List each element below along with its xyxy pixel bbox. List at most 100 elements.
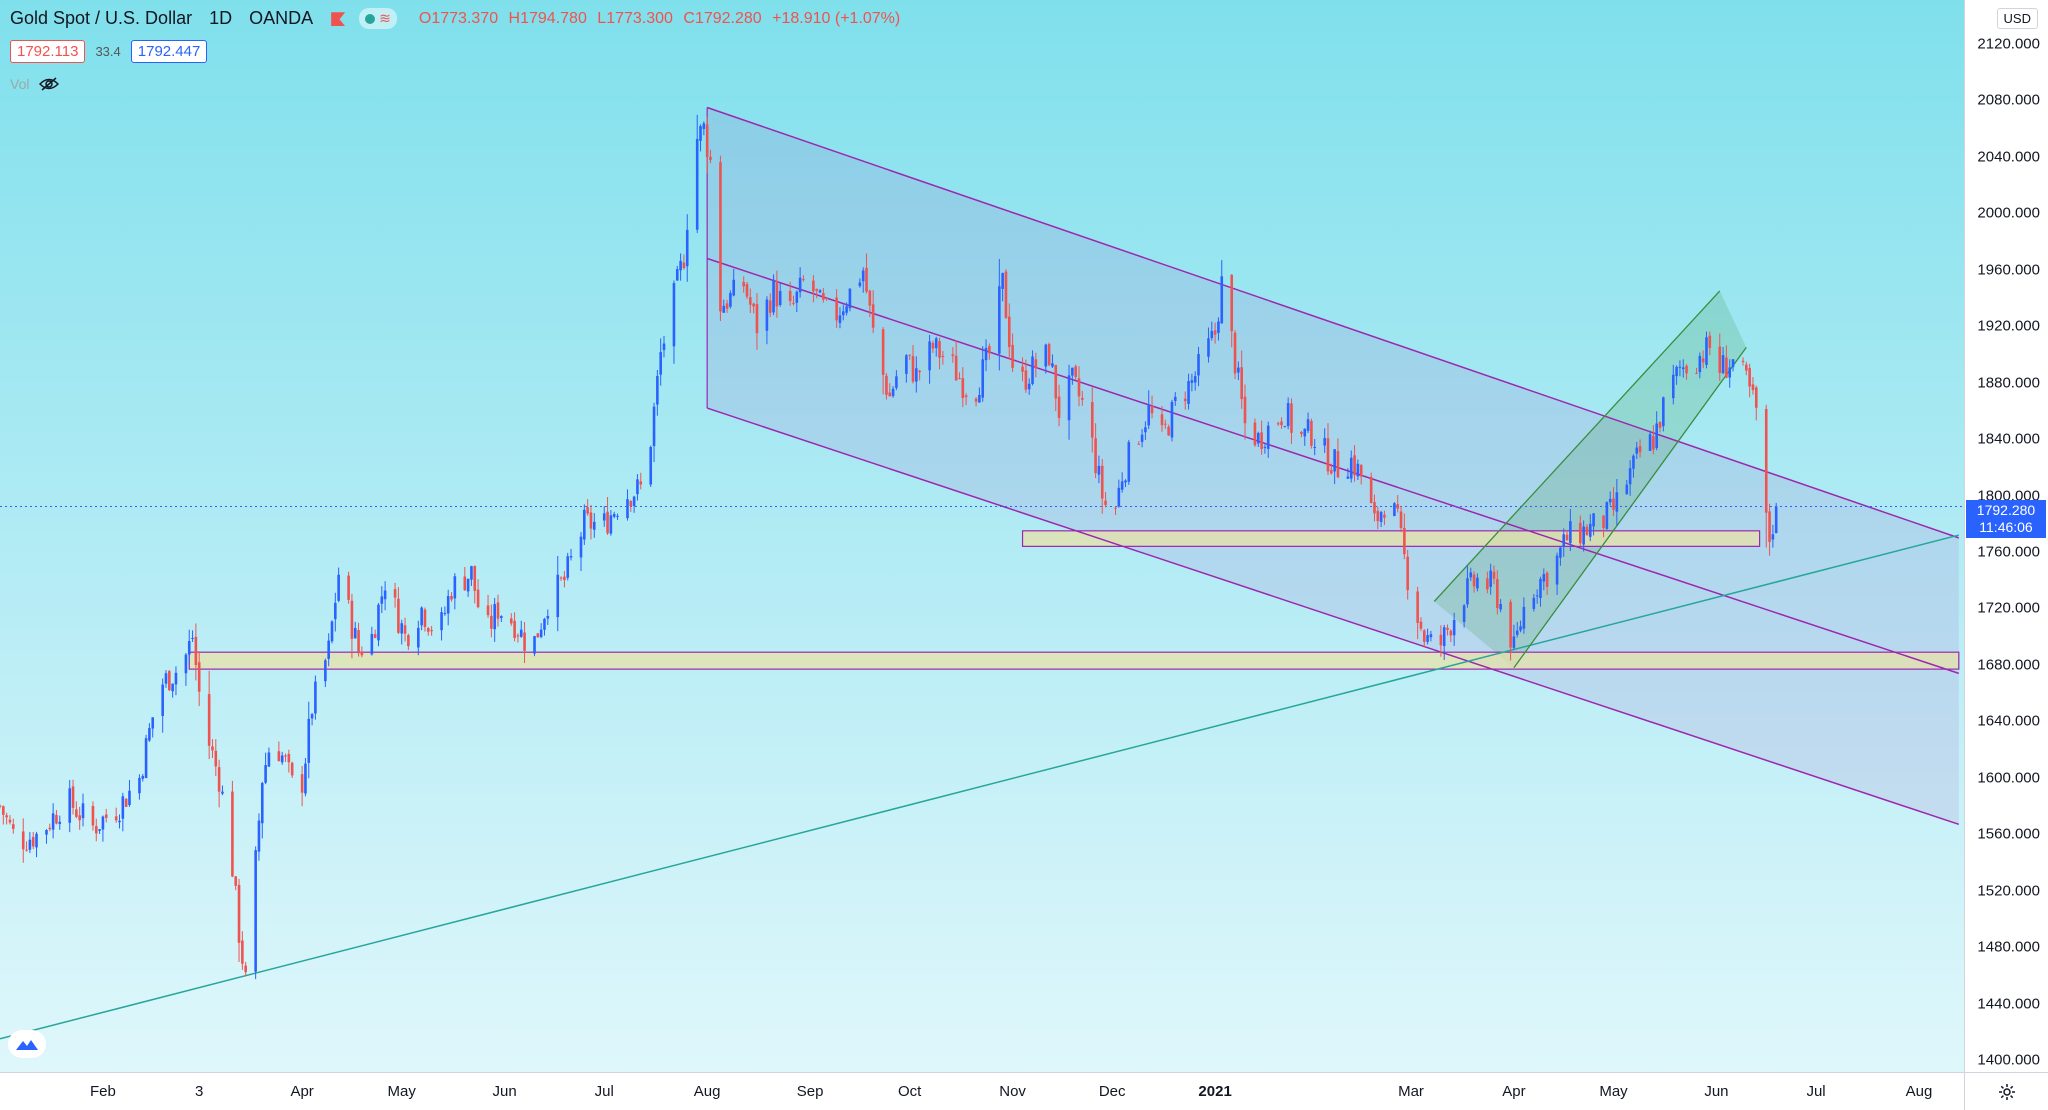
candle-body bbox=[539, 629, 543, 638]
candle-body bbox=[1539, 578, 1542, 599]
candle-body bbox=[1310, 420, 1313, 446]
time-tick-label: Jun bbox=[1704, 1083, 1729, 1100]
candle-body bbox=[1499, 604, 1502, 610]
price-tick-label: 1720.000 bbox=[1977, 599, 2040, 617]
candle-body bbox=[1585, 526, 1589, 536]
candle-body bbox=[765, 299, 769, 331]
sell-price-button[interactable]: 1792.113 bbox=[10, 40, 86, 63]
tradingview-logo-icon[interactable] bbox=[8, 1030, 46, 1058]
price-tick-label: 2120.000 bbox=[1977, 35, 2040, 53]
candle-body bbox=[191, 637, 194, 639]
candle-body bbox=[509, 618, 513, 624]
candle-body bbox=[778, 290, 782, 306]
candle-body bbox=[168, 671, 171, 691]
gear-icon bbox=[1998, 1083, 2015, 1100]
candle-body bbox=[1695, 373, 1698, 375]
candle-body bbox=[443, 613, 447, 615]
symbol-legend: Gold Spot / U.S. Dollar 1D OANDA ≋ O1773… bbox=[10, 8, 906, 29]
currency-badge[interactable]: USD bbox=[1996, 8, 2038, 29]
candle-body bbox=[835, 297, 838, 321]
candle-body bbox=[1167, 426, 1170, 436]
candle-body bbox=[908, 354, 911, 356]
buy-price-button[interactable]: 1792.447 bbox=[130, 40, 208, 63]
candle-body bbox=[1725, 357, 1728, 378]
candle-body bbox=[430, 629, 433, 632]
symbol-name[interactable]: Gold Spot / U.S. Dollar bbox=[10, 8, 193, 28]
candle-body bbox=[602, 513, 606, 521]
candle-body bbox=[1266, 425, 1270, 449]
flag-icon[interactable] bbox=[331, 12, 346, 27]
candle-body bbox=[951, 354, 955, 356]
candle-body bbox=[1658, 421, 1662, 428]
candle-body bbox=[868, 290, 872, 306]
candle-body bbox=[1429, 634, 1433, 638]
candle-body bbox=[1057, 396, 1061, 418]
candle-body bbox=[1303, 428, 1307, 437]
candle-body bbox=[792, 302, 795, 304]
price-chart[interactable] bbox=[0, 0, 1964, 1072]
candle-body bbox=[1256, 432, 1260, 444]
candle-body bbox=[1745, 364, 1748, 371]
candle-body bbox=[75, 809, 78, 817]
candle-body bbox=[1210, 331, 1214, 339]
price-tick-label: 1640.000 bbox=[1977, 712, 2040, 730]
volume-label[interactable]: Vol bbox=[10, 76, 30, 92]
chart-pane[interactable]: Gold Spot / U.S. Dollar 1D OANDA ≋ O1773… bbox=[0, 0, 1964, 1072]
candle-body bbox=[1466, 578, 1469, 605]
chart-settings-button[interactable] bbox=[1964, 1072, 2048, 1110]
market-status[interactable]: ≋ bbox=[359, 8, 397, 29]
candle-body bbox=[1124, 480, 1127, 483]
candle-body bbox=[330, 621, 334, 642]
candle-body bbox=[533, 636, 536, 654]
candle-body bbox=[1442, 627, 1446, 647]
candle-body bbox=[719, 162, 722, 312]
candle-body bbox=[241, 940, 244, 964]
eye-hidden-icon[interactable] bbox=[39, 77, 60, 91]
candle-body bbox=[337, 574, 340, 601]
candle-body bbox=[911, 356, 915, 382]
candle-body bbox=[234, 876, 238, 886]
candle-body bbox=[121, 796, 125, 819]
candle-body bbox=[612, 514, 616, 517]
candle-body bbox=[446, 596, 450, 614]
candle-body bbox=[470, 566, 473, 580]
candle-body bbox=[174, 672, 178, 685]
time-axis[interactable]: Feb 3 Apr May Jun Jul Aug Sep Oct Nov Dec 2021 Mar Ap… bbox=[0, 1072, 1964, 1110]
candle-body bbox=[1207, 338, 1210, 357]
low-value: L1773.300 bbox=[597, 9, 673, 27]
candle-body bbox=[795, 291, 799, 303]
candle-body bbox=[104, 814, 108, 818]
time-tick-label: Apr bbox=[290, 1083, 314, 1100]
candle-body bbox=[1346, 476, 1350, 479]
candle-body bbox=[931, 342, 935, 349]
candle-body bbox=[662, 343, 666, 350]
candle-body bbox=[463, 576, 467, 591]
candle-body bbox=[928, 341, 931, 371]
candle-body bbox=[300, 774, 304, 793]
candle-body bbox=[722, 305, 726, 313]
candle-body bbox=[1678, 366, 1682, 368]
support-zone-1770 bbox=[1021, 530, 1761, 547]
candle-body bbox=[745, 284, 749, 297]
candle-body bbox=[592, 521, 596, 530]
candle-body bbox=[1602, 515, 1605, 528]
candle-body bbox=[231, 791, 234, 877]
candle-body bbox=[1469, 572, 1473, 578]
candle-body bbox=[257, 820, 261, 852]
candle-body bbox=[659, 352, 662, 375]
candle-body bbox=[871, 304, 875, 328]
candle-body bbox=[523, 632, 526, 651]
interval-label[interactable]: 1D bbox=[209, 8, 233, 28]
candle-body bbox=[702, 123, 706, 129]
candle-body bbox=[1635, 447, 1639, 454]
candle-body bbox=[1396, 504, 1400, 509]
candle-body bbox=[918, 370, 921, 373]
channel-lower-line bbox=[706, 407, 1960, 826]
candle-body bbox=[845, 306, 848, 313]
broker-label[interactable]: OANDA bbox=[249, 8, 313, 28]
candle-body bbox=[407, 635, 410, 647]
symbol-title[interactable]: Gold Spot / U.S. Dollar 1D OANDA bbox=[10, 8, 346, 29]
candle-body bbox=[1027, 383, 1031, 390]
candle-body bbox=[636, 479, 639, 495]
candle-body bbox=[815, 288, 819, 291]
